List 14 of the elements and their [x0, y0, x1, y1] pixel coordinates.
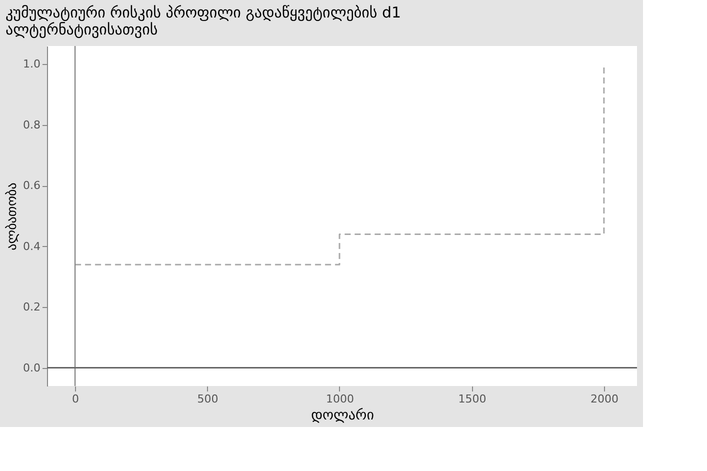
chart-title: კუმულატიური რისკის პროფილი გადაწყვეტილების d1 ალტერნატივისათვის	[6, 3, 402, 38]
y-tick-label: 0.4	[23, 240, 40, 253]
y-tick-label: 0.8	[23, 118, 40, 132]
x-tick-label: 2000	[590, 392, 618, 406]
x-tick-label: 1500	[458, 392, 486, 406]
y-tick-label: 1.0	[23, 58, 40, 71]
y-tick-label: 0.2	[23, 300, 40, 314]
y-tick-label: 0.6	[23, 179, 40, 192]
x-axis-title: დოლარი	[311, 408, 374, 424]
y-tick-label: 0.0	[23, 361, 40, 374]
x-tick-label: 1000	[326, 392, 354, 406]
y-axis-title: ალბათობა	[5, 182, 20, 250]
x-tick-label: 500	[197, 392, 218, 406]
x-tick-label: 0	[72, 392, 80, 406]
